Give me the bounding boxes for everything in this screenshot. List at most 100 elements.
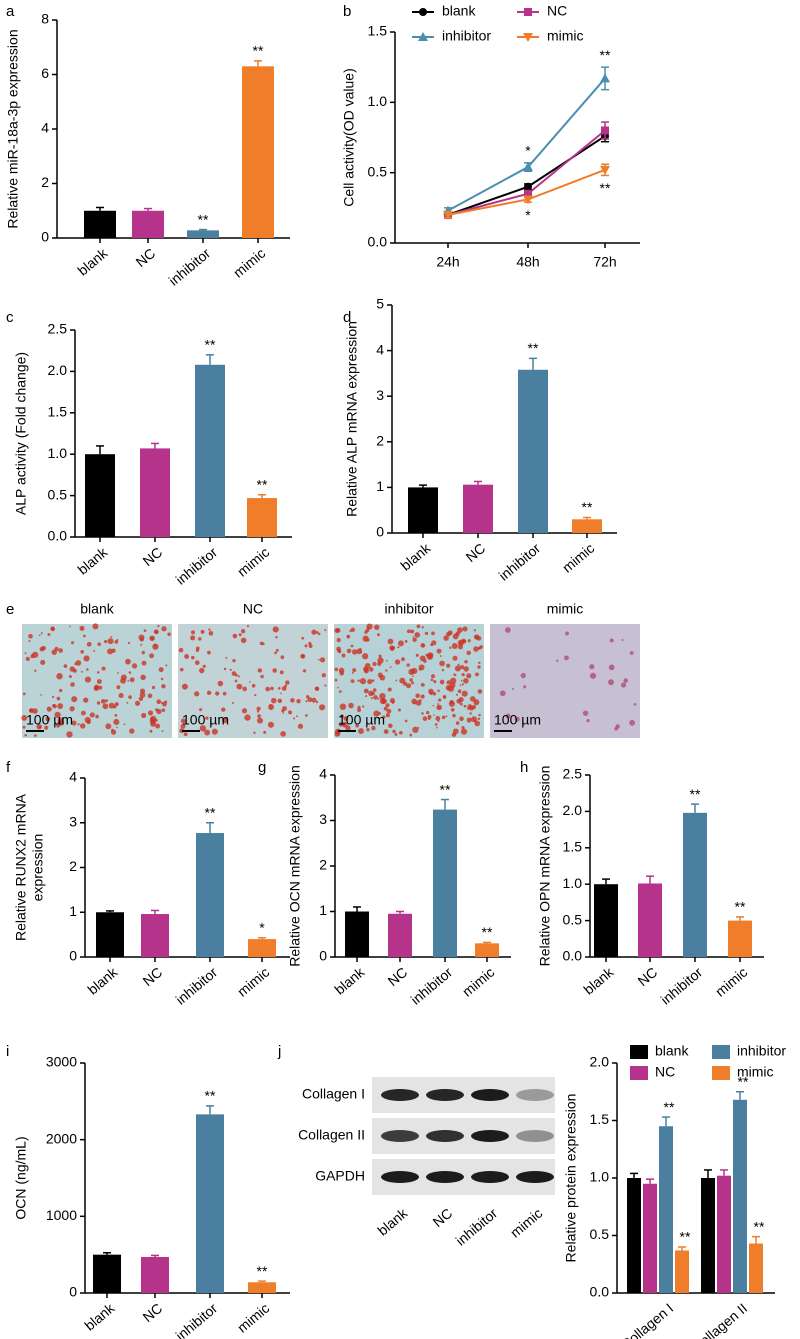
x-tick-label: blank — [331, 963, 368, 997]
stain-spot — [441, 715, 446, 720]
stain-spot — [478, 661, 481, 665]
stain-spot — [126, 701, 129, 704]
y-tick-label: 0.5 — [368, 163, 388, 179]
x-tick-label: mimic — [712, 964, 750, 1000]
error-bar — [206, 354, 214, 365]
x-tick-label: blank — [84, 963, 121, 997]
bar — [749, 1243, 763, 1293]
stain-spot — [161, 684, 166, 689]
stain-spot — [80, 670, 83, 673]
stain-spot — [357, 705, 361, 709]
stain-spot — [86, 719, 91, 725]
bar — [643, 1183, 657, 1293]
stain-spot — [441, 668, 445, 672]
blot-band — [381, 1089, 419, 1101]
stain-spot — [463, 666, 469, 672]
stain-spot — [153, 643, 157, 647]
bar — [85, 454, 115, 537]
image-title: NC — [243, 601, 263, 617]
stain-spot — [297, 723, 304, 729]
stain-spot — [409, 678, 413, 682]
error-bar — [419, 484, 427, 488]
x-tick-label: NC — [635, 964, 661, 989]
stain-spot — [372, 661, 377, 667]
error-bar — [691, 803, 699, 813]
stain-spot — [336, 637, 341, 643]
stain-spot — [280, 655, 285, 660]
stain-spot — [463, 678, 469, 684]
blot-lane-label: mimic — [507, 1205, 545, 1241]
stain-spot — [389, 698, 395, 704]
y-axis-label: Relative miR-18a-3p expression — [5, 29, 21, 228]
blot-band — [381, 1130, 419, 1142]
legend-label: inhibitor — [737, 1043, 786, 1059]
stain-spot — [443, 635, 449, 641]
x-tick-label: NC — [140, 964, 166, 989]
stain-spot — [466, 707, 470, 710]
stain-spot — [314, 686, 320, 692]
bar — [572, 519, 602, 533]
stain-spot — [373, 695, 378, 700]
stain-spot — [629, 719, 636, 726]
stain-spot — [97, 642, 101, 646]
stain-spot — [158, 667, 164, 673]
stain-spot — [565, 631, 569, 636]
stain-spot — [451, 643, 458, 650]
stain-spot — [433, 714, 435, 716]
blot-row-label: Collagen I — [302, 1086, 365, 1102]
stain-spot — [153, 629, 159, 635]
x-tick-label: NC — [463, 540, 489, 565]
stain-spot — [377, 633, 381, 637]
significance: ** — [205, 337, 216, 353]
y-tick-label: 1 — [376, 478, 384, 494]
stain-spot — [465, 705, 467, 708]
significance: ** — [600, 47, 611, 63]
stain-spot — [254, 694, 257, 697]
error-bar — [646, 1178, 654, 1184]
stain-spot — [455, 721, 460, 725]
y-tick-label: 0.5 — [48, 486, 68, 502]
bar — [141, 914, 169, 957]
stain-spot — [379, 692, 386, 700]
bar — [141, 1256, 169, 1293]
stain-spot — [184, 654, 189, 659]
stain-spot — [609, 638, 614, 643]
stain-spot — [161, 730, 164, 732]
stain-spot — [415, 653, 419, 657]
stain-spot — [462, 626, 468, 632]
stain-spot — [191, 655, 195, 660]
bar — [475, 943, 499, 957]
legend-label: NC — [655, 1064, 675, 1080]
stain-spot — [439, 679, 445, 685]
stain-spot — [116, 638, 119, 641]
stain-spot — [426, 710, 430, 715]
stain-spot — [445, 715, 448, 718]
stain-spot — [269, 704, 272, 707]
x-tick-label: NC — [140, 1300, 166, 1325]
micrograph — [178, 624, 328, 738]
stain-spot — [28, 633, 33, 639]
significance: ** — [257, 476, 268, 492]
x-tick-label: blank — [397, 539, 434, 573]
x-tick-label: blank — [74, 244, 111, 278]
stain-spot — [143, 629, 147, 633]
error-bar — [630, 1172, 638, 1178]
error-bar — [96, 206, 104, 211]
blot-band — [426, 1089, 464, 1101]
error-bar — [720, 1169, 728, 1176]
stain-spot — [450, 677, 457, 684]
stain-spot — [432, 704, 435, 707]
stain-spot — [198, 637, 202, 641]
marker — [600, 165, 610, 175]
y-tick-label: 3 — [319, 811, 327, 827]
stain-spot — [422, 716, 428, 721]
stain-spot — [608, 664, 615, 671]
legend-label: blank — [655, 1043, 689, 1059]
stain-spot — [367, 626, 370, 629]
stain-spot — [199, 667, 205, 674]
stain-spot — [24, 733, 27, 737]
y-axis-label: expression — [30, 834, 46, 902]
panel-label: d — [343, 309, 351, 326]
stain-spot — [447, 685, 455, 692]
stain-spot — [105, 699, 108, 703]
